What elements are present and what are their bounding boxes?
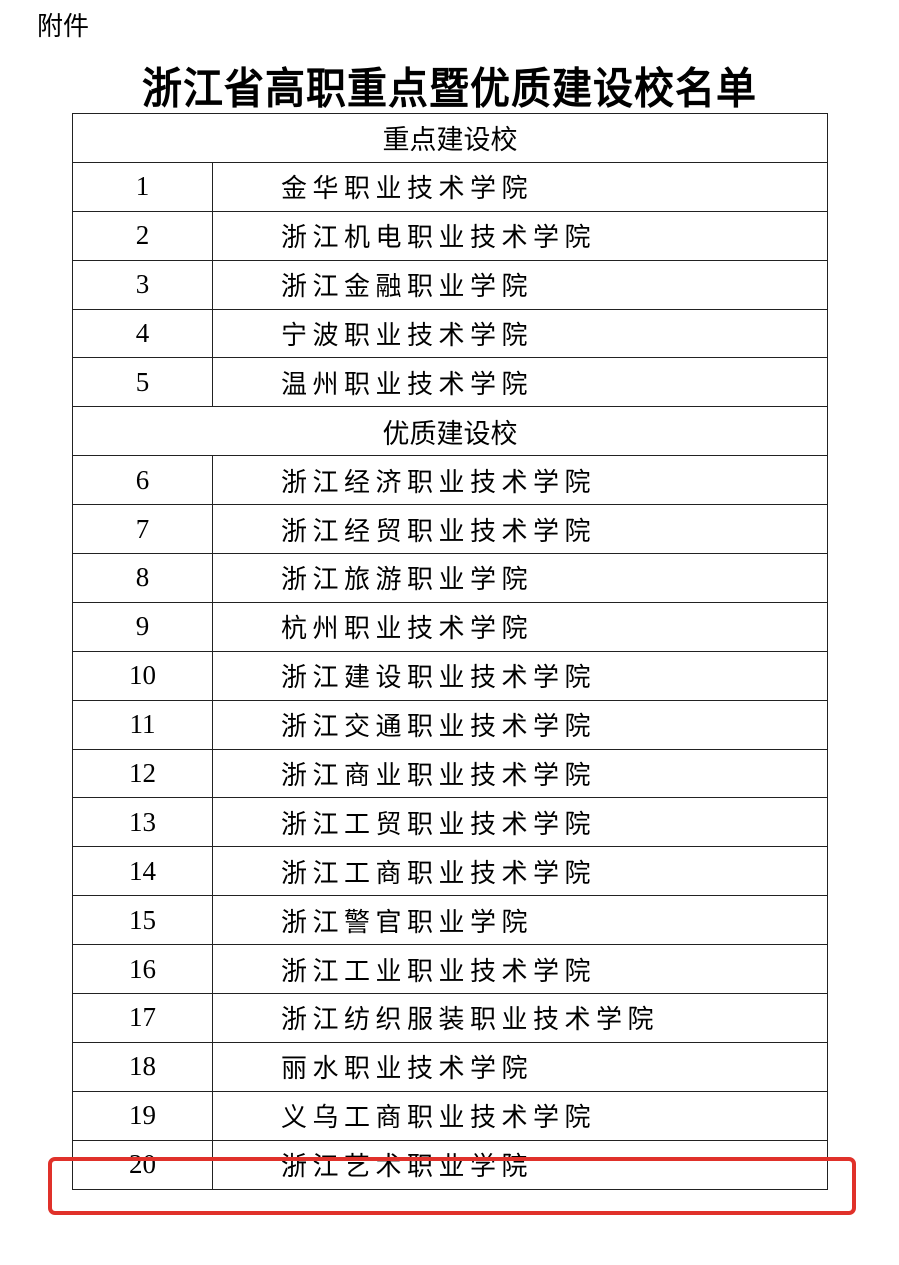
row-number: 4 xyxy=(72,308,213,359)
document-title: 浙江省高职重点暨优质建设校名单 xyxy=(142,63,757,115)
school-name: 浙江机电职业技术学院 xyxy=(212,210,828,261)
school-name: 浙江工业职业技术学院 xyxy=(212,944,828,995)
section-heading: 重点建设校 xyxy=(72,113,828,163)
school-name: 浙江金融职业学院 xyxy=(212,259,828,310)
school-list-table: 重点建设校 1 金华职业技术学院 2 浙江机电职业技术学院 3 浙江金融职业学院 4 宁波职业技… xyxy=(72,113,828,1190)
row-number: 3 xyxy=(72,259,213,310)
row-number: 16 xyxy=(72,944,213,995)
table-row: 4 宁波职业技术学院 xyxy=(72,308,828,359)
table-row: 15 浙江警官职业学院 xyxy=(72,895,828,946)
school-name: 温州职业技术学院 xyxy=(212,357,828,408)
row-number: 10 xyxy=(72,650,213,701)
table-row: 11 浙江交通职业技术学院 xyxy=(72,699,828,750)
table-row: 20 浙江艺术职业学院 xyxy=(72,1139,828,1190)
row-number: 1 xyxy=(72,161,213,212)
school-name: 浙江警官职业学院 xyxy=(212,895,828,946)
school-name: 浙江交通职业技术学院 xyxy=(212,699,828,750)
row-number: 11 xyxy=(72,699,213,750)
table-row: 10 浙江建设职业技术学院 xyxy=(72,650,828,701)
row-number: 7 xyxy=(72,504,213,555)
table-row: 2 浙江机电职业技术学院 xyxy=(72,210,828,261)
section-header-row: 优质建设校 xyxy=(72,406,828,457)
school-name: 义乌工商职业技术学院 xyxy=(212,1090,828,1141)
school-name: 浙江旅游职业学院 xyxy=(212,553,828,603)
attachment-label: 附件 xyxy=(37,12,90,42)
school-name: 浙江艺术职业学院 xyxy=(212,1139,828,1190)
row-number: 19 xyxy=(72,1090,213,1141)
section-header-row: 重点建设校 xyxy=(72,113,828,163)
row-number: 2 xyxy=(72,210,213,261)
school-name: 浙江经济职业技术学院 xyxy=(212,455,828,506)
table-row: 9 杭州职业技术学院 xyxy=(72,601,828,652)
row-number: 8 xyxy=(72,553,213,603)
school-name: 丽水职业技术学院 xyxy=(212,1041,828,1092)
school-name: 浙江商业职业技术学院 xyxy=(212,748,828,799)
table-row: 7 浙江经贸职业技术学院 xyxy=(72,504,828,555)
row-number: 17 xyxy=(72,993,213,1043)
section-heading: 优质建设校 xyxy=(72,406,828,457)
row-number: 9 xyxy=(72,601,213,652)
school-name: 浙江工商职业技术学院 xyxy=(212,846,828,897)
table-row: 18 丽水职业技术学院 xyxy=(72,1041,828,1092)
school-name: 浙江工贸职业技术学院 xyxy=(212,797,828,848)
table-row: 14 浙江工商职业技术学院 xyxy=(72,846,828,897)
table-row: 3 浙江金融职业学院 xyxy=(72,259,828,310)
row-number: 6 xyxy=(72,455,213,506)
table-row: 16 浙江工业职业技术学院 xyxy=(72,944,828,995)
school-name: 浙江建设职业技术学院 xyxy=(212,650,828,701)
row-number: 13 xyxy=(72,797,213,848)
table-row: 1 金华职业技术学院 xyxy=(72,161,828,212)
row-number: 18 xyxy=(72,1041,213,1092)
table-row: 8 浙江旅游职业学院 xyxy=(72,553,828,603)
school-name: 金华职业技术学院 xyxy=(212,161,828,212)
row-number: 12 xyxy=(72,748,213,799)
table-row: 19 义乌工商职业技术学院 xyxy=(72,1090,828,1141)
row-number: 5 xyxy=(72,357,213,408)
table-row: 5 温州职业技术学院 xyxy=(72,357,828,408)
table-row: 12 浙江商业职业技术学院 xyxy=(72,748,828,799)
row-number: 20 xyxy=(72,1139,213,1190)
row-number: 14 xyxy=(72,846,213,897)
table-row: 6 浙江经济职业技术学院 xyxy=(72,455,828,506)
school-name: 浙江经贸职业技术学院 xyxy=(212,504,828,555)
school-name: 杭州职业技术学院 xyxy=(212,601,828,652)
school-name: 浙江纺织服装职业技术学院 xyxy=(212,993,828,1043)
row-number: 15 xyxy=(72,895,213,946)
school-name: 宁波职业技术学院 xyxy=(212,308,828,359)
table-row: 13 浙江工贸职业技术学院 xyxy=(72,797,828,848)
table-row: 17 浙江纺织服装职业技术学院 xyxy=(72,993,828,1043)
